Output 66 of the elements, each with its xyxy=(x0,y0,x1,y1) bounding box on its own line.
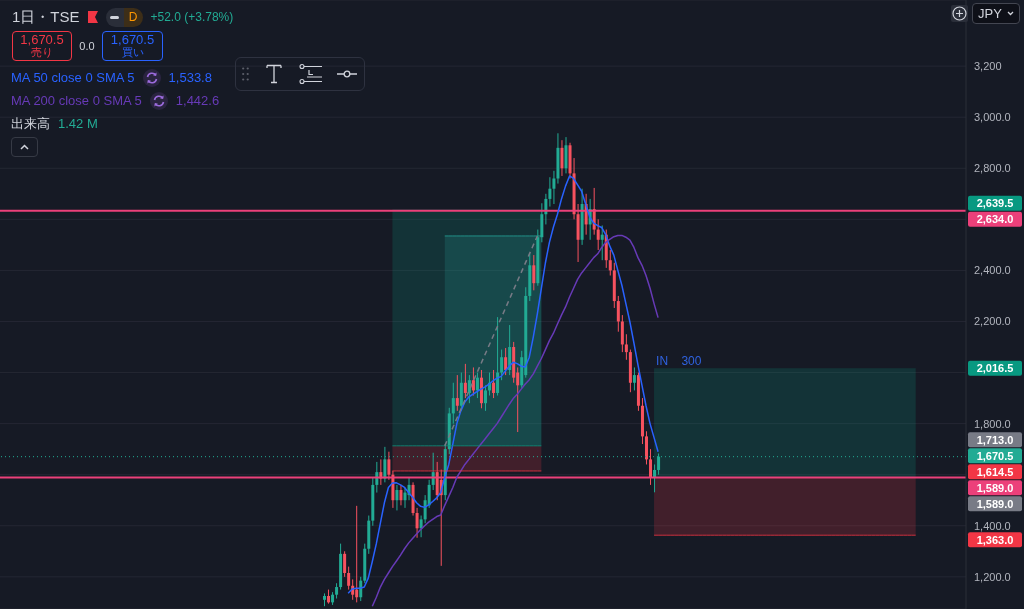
candlestick xyxy=(471,366,475,397)
candlestick xyxy=(355,505,359,603)
y-tick-label: 3,000.0 xyxy=(974,111,1011,124)
candlestick xyxy=(451,382,455,425)
candlestick xyxy=(475,372,479,399)
candlestick xyxy=(600,224,604,261)
annotation: 1,670.5 xyxy=(20,32,64,47)
candlestick xyxy=(532,254,536,291)
ref-line-label: 1,670.5 xyxy=(976,449,1014,462)
candlestick xyxy=(620,314,624,353)
y-tick-label: 1,400.0 xyxy=(974,519,1011,532)
y-tick-label: 3,200 xyxy=(974,60,1002,73)
candlestick xyxy=(616,295,620,333)
candlestick xyxy=(343,550,347,578)
text: 1,614.5 xyxy=(976,465,1014,478)
annotation: 1,533.8 xyxy=(168,70,212,85)
candlestick xyxy=(455,374,459,412)
annotation: 出来高 xyxy=(11,114,50,133)
candlestick xyxy=(560,139,564,177)
sell-button: 1,670.5 売り xyxy=(12,31,72,61)
candlestick xyxy=(624,333,628,361)
candlestick xyxy=(500,349,504,381)
ref-line-label: 1,589.0 xyxy=(976,481,1014,494)
candlestick xyxy=(463,363,467,399)
text: 1,589.0 xyxy=(976,497,1014,510)
y-tick-label: 1,800.0 xyxy=(974,417,1011,430)
text: 1日・TSE xyxy=(12,7,80,27)
candlestick xyxy=(564,136,568,174)
text: 1,713.0 xyxy=(976,433,1014,446)
candlestick xyxy=(608,249,612,277)
annotation: 1.42 M xyxy=(58,116,98,131)
candlestick xyxy=(508,324,512,376)
candlestick xyxy=(632,366,636,391)
ref-line-label: 2,634.0 xyxy=(976,213,1014,226)
line-series xyxy=(371,234,659,607)
candlestick xyxy=(435,461,439,501)
y-tick-label: 2,200.0 xyxy=(974,315,1011,328)
annotation: 1,442.6 xyxy=(175,93,220,108)
text: MA 200 close 0 SMA 5 xyxy=(11,93,142,108)
candlestick xyxy=(347,566,351,591)
annotation: D xyxy=(123,7,143,27)
candlestick xyxy=(484,384,487,412)
text: 2,639.5 xyxy=(976,197,1014,210)
y-tick-label: 1,200.0 xyxy=(974,570,1011,583)
annotation: 1,670.5 xyxy=(110,32,155,47)
candlestick xyxy=(645,430,648,465)
buy-button: 1,670.5 買い xyxy=(102,31,163,61)
candlestick xyxy=(596,218,600,251)
candlestick xyxy=(492,369,496,399)
text: MA 50 close 0 SMA 5 xyxy=(11,70,135,85)
currency-dropdown: JPY xyxy=(972,3,1020,24)
annotation: 買い xyxy=(121,46,144,59)
candlestick xyxy=(467,374,471,404)
candlestick xyxy=(649,448,653,486)
y-tick-label: 2,800.0 xyxy=(974,162,1011,175)
annotation: 売り xyxy=(31,46,53,59)
y-tick-label: 2,400.0 xyxy=(974,264,1011,277)
text: 2,016.5 xyxy=(976,362,1014,375)
annotation: 0.0 xyxy=(78,40,96,52)
candlestick xyxy=(399,484,403,506)
candlestick xyxy=(496,316,500,397)
annotation: +52.0 (+3.78%) xyxy=(150,10,234,24)
candlestick xyxy=(395,484,399,511)
text: 1,363.0 xyxy=(976,533,1014,546)
candlestick xyxy=(504,347,508,376)
annotation: IN 300 xyxy=(656,354,702,369)
